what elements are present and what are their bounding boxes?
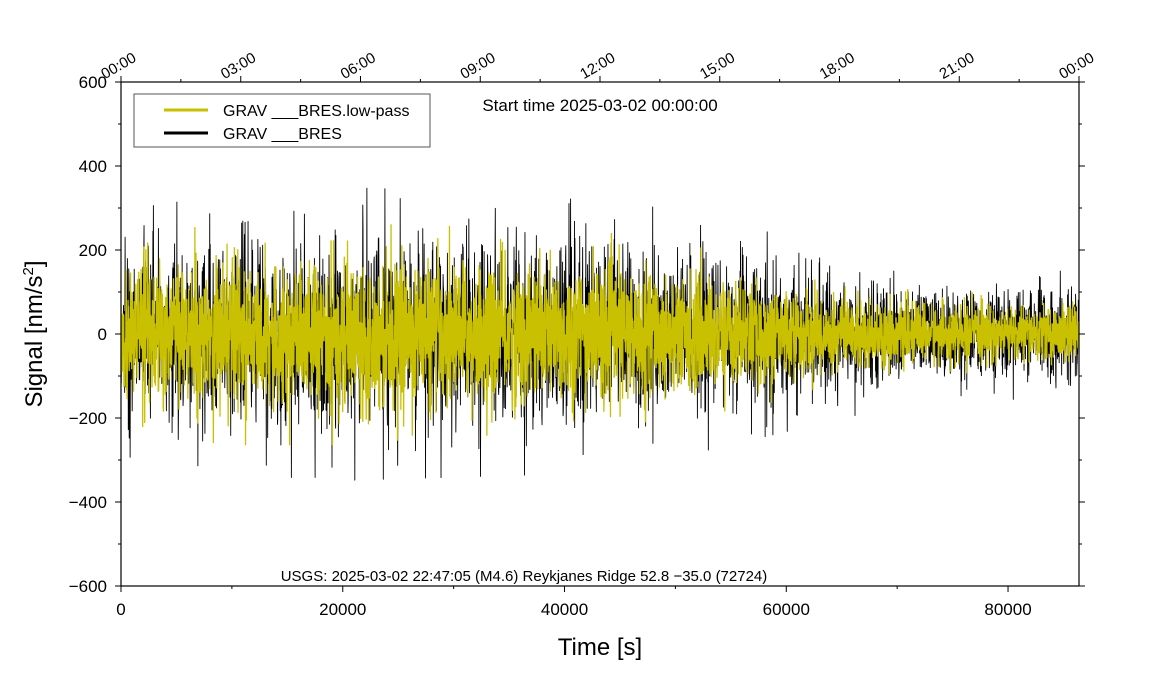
legend-label-lowpass: GRAV ___BRES.low-pass: [223, 103, 409, 120]
y-axis-label: Signal [nm/s2]: [20, 260, 48, 407]
series-lowpass-trace: [121, 224, 1079, 446]
x-axis: 0 20000 40000 60000 80000: [116, 586, 1032, 619]
y-tick-label: 200: [79, 241, 107, 260]
y-tick-label: −400: [69, 493, 107, 512]
x-tick-label: 40000: [541, 600, 588, 619]
y-axis-label-main: Signal [nm/s: [21, 275, 48, 407]
legend-label-raw: GRAV ___BRES: [223, 126, 342, 143]
x-axis-label: Time [s]: [558, 634, 642, 661]
y-tick-label: −600: [69, 577, 107, 596]
y-tick-label: 0: [98, 325, 107, 344]
y-axis: −600 −400 −200 0 200 400 600: [69, 73, 1085, 596]
legend: GRAV ___BRES.low-pass GRAV ___BRES: [133, 93, 431, 148]
y-tick-label: 400: [79, 157, 107, 176]
legend-box: [133, 93, 431, 148]
y-tick-label: −200: [69, 409, 107, 428]
earthquake-annotation: USGS: 2025-03-02 22:47:05 (M4.6) Reykjan…: [281, 568, 768, 585]
chart-title: Start time 2025-03-02 00:00:00: [482, 96, 717, 115]
x-tick-label: 0: [116, 600, 125, 619]
x-tick-label: 80000: [984, 600, 1031, 619]
y-tick-label: 600: [79, 73, 107, 92]
series-group: [121, 187, 1079, 481]
series-raw-trace: [121, 187, 1079, 481]
x-tick-label: 60000: [763, 600, 810, 619]
x-tick-label: 20000: [319, 600, 366, 619]
y-axis-label-superscript: 2: [20, 267, 37, 275]
y-axis-label-end: ]: [21, 260, 48, 267]
